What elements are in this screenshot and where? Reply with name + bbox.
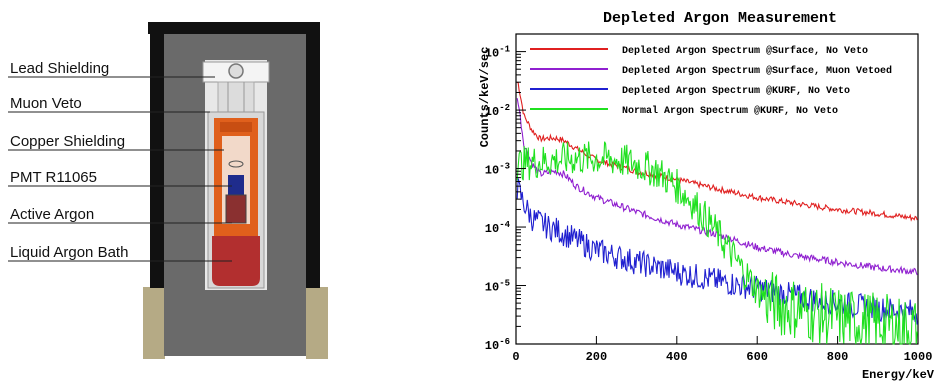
x-tick-label: 1000 (904, 350, 933, 364)
series-line (516, 141, 918, 345)
label-liquid-argon-bath: Liquid Argon Bath (10, 244, 128, 261)
detector-schematic: Lead Shielding Muon Veto Copper Shieldin… (8, 22, 328, 359)
pmt (228, 175, 244, 195)
x-tick-label: 200 (586, 350, 608, 364)
legend-label: Depleted Argon Spectrum @Surface, No Vet… (622, 45, 868, 57)
legend-label: Normal Argon Spectrum @KURF, No Veto (622, 105, 838, 117)
label-copper-shielding: Copper Shielding (10, 133, 125, 150)
series-line (516, 81, 918, 222)
pmt-window (228, 160, 244, 168)
x-tick-label: 600 (746, 350, 768, 364)
active-argon (225, 194, 247, 224)
y-tick-label: 10-3 (485, 162, 510, 178)
flange-port (228, 63, 244, 79)
label-active-argon: Active Argon (10, 206, 94, 223)
plot-frame (515, 33, 919, 345)
label-lead-shielding: Lead Shielding (10, 60, 109, 77)
label-muon-veto: Muon Veto (10, 95, 82, 112)
y-tick-label: 10-2 (485, 103, 510, 119)
ground-left (143, 287, 165, 359)
y-tick-label: 10-6 (485, 337, 510, 353)
x-axis-label: Energy/keV (862, 368, 935, 381)
legend-label: Depleted Argon Spectrum @Surface, Muon V… (622, 65, 892, 77)
outer-frame-right (306, 32, 320, 288)
legend-label: Depleted Argon Spectrum @KURF, No Veto (622, 85, 850, 97)
series-line (516, 178, 918, 325)
outer-frame-left (150, 32, 164, 288)
y-axis-label: Counts/keV/sec (478, 47, 492, 148)
x-tick-label: 800 (827, 350, 849, 364)
chart-title: Depleted Argon Measurement (603, 10, 837, 27)
y-tick-label: 10-4 (485, 220, 511, 236)
x-tick-label: 0 (512, 350, 519, 364)
y-tick-label: 10-5 (485, 279, 510, 295)
series-line (516, 98, 918, 276)
label-pmt: PMT R11065 (10, 169, 97, 186)
x-tick-label: 400 (666, 350, 688, 364)
outer-frame-top (148, 22, 320, 34)
y-tick-label: 10-1 (485, 45, 511, 61)
feedthrough (217, 81, 255, 115)
liquid-argon-bath (212, 236, 260, 286)
spectrum-chart: Depleted Argon Measurement Counts/keV/se… (478, 10, 935, 381)
ground-right (306, 287, 328, 359)
copper-cap (220, 122, 252, 132)
